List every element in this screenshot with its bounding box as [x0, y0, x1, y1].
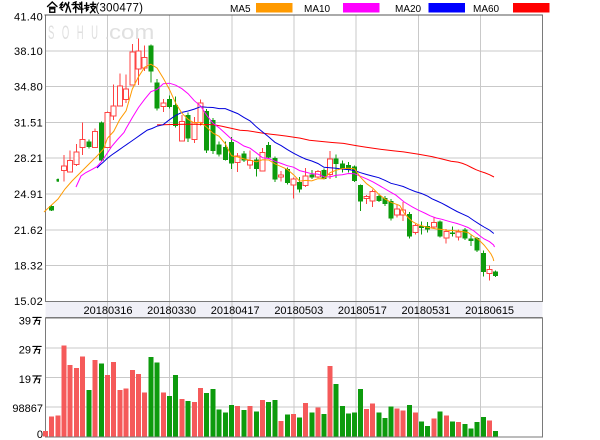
svg-text:34.80: 34.80 [14, 82, 43, 94]
svg-text:31.51: 31.51 [14, 117, 43, 129]
svg-text:com: com [109, 21, 154, 44]
svg-text:MA5: MA5 [230, 4, 251, 15]
svg-text:39: 39 [19, 316, 31, 328]
svg-text:MA60: MA60 [473, 4, 500, 15]
svg-text:24.91: 24.91 [14, 189, 43, 201]
svg-text:MA10: MA10 [304, 4, 331, 15]
svg-text:28.21: 28.21 [14, 153, 43, 165]
svg-text:(300477): (300477) [96, 3, 144, 15]
svg-text:98867: 98867 [12, 403, 43, 415]
svg-text:41.40: 41.40 [14, 12, 43, 24]
svg-text:19: 19 [19, 374, 31, 386]
svg-text:0: 0 [37, 429, 43, 440]
svg-text:SOHU.: SOHU. [48, 23, 116, 45]
svg-text:20180330: 20180330 [147, 305, 196, 317]
svg-text:20180316: 20180316 [84, 305, 133, 317]
svg-text:20180503: 20180503 [274, 305, 323, 317]
svg-text:18.32: 18.32 [14, 261, 43, 273]
svg-text:MA20: MA20 [395, 4, 422, 15]
svg-text:21.62: 21.62 [14, 225, 43, 237]
svg-text:20180417: 20180417 [211, 305, 260, 317]
svg-text:29: 29 [19, 345, 31, 357]
svg-text:20180615: 20180615 [465, 305, 514, 317]
svg-text:38.10: 38.10 [14, 46, 43, 58]
svg-text:20180517: 20180517 [338, 305, 387, 317]
svg-text:20180531: 20180531 [402, 305, 451, 317]
svg-text:15.02: 15.02 [14, 296, 43, 308]
